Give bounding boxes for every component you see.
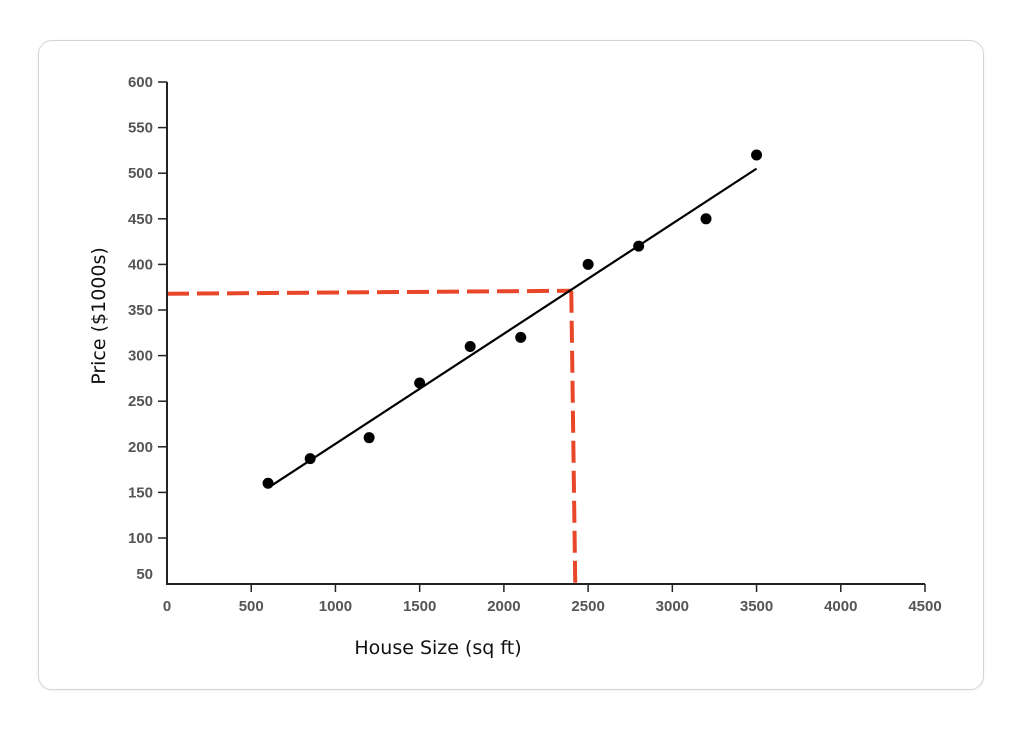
data-point (751, 149, 763, 161)
chart-card (38, 40, 984, 690)
y-axis-title: Price ($1000s) (88, 247, 110, 385)
x-tick-label: 3000 (656, 598, 689, 615)
prediction-horizontal-guide (166, 288, 572, 296)
x-tick-label: 2000 (487, 598, 520, 615)
x-tick-label: 1000 (319, 598, 352, 615)
data-point (582, 258, 594, 270)
trend-line (267, 167, 758, 489)
axes (166, 82, 925, 585)
x-tick-label: 0 (163, 598, 171, 615)
y-tick-label: 250 (128, 393, 153, 410)
x-tick-label: 500 (239, 598, 264, 615)
y-tick-label: 600 (128, 74, 153, 91)
y-tick-label: 200 (128, 439, 153, 456)
y-axis-ticks: 50 100 150 200 250 300 350 400 450 500 550 600 (128, 74, 167, 583)
data-point (700, 213, 712, 225)
data-point (414, 377, 426, 389)
x-axis-ticks: 0 500 1000 1500 2000 2500 3000 3500 4000 4500 (163, 584, 942, 615)
x-tick-label: 4000 (824, 598, 857, 615)
y-tick-label: 150 (128, 484, 153, 501)
prediction-guides (166, 288, 578, 587)
y-tick-label: 300 (128, 348, 153, 365)
trend-line-group (267, 167, 758, 489)
y-tick-label: 550 (128, 120, 153, 137)
data-point (515, 331, 527, 343)
data-point (633, 240, 645, 252)
y-tick-label: 350 (128, 302, 153, 319)
y-tick-label: 50 (136, 566, 153, 583)
x-tick-label: 3500 (740, 598, 773, 615)
prediction-vertical-guide (569, 290, 578, 587)
data-point (363, 432, 375, 444)
y-tick-label: 500 (128, 165, 153, 182)
data-points (262, 149, 763, 489)
x-tick-label: 2500 (571, 598, 604, 615)
y-tick-label: 450 (128, 211, 153, 228)
data-point (464, 340, 476, 352)
x-tick-label: 4500 (908, 598, 941, 615)
data-point (304, 453, 316, 465)
x-tick-label: 1500 (403, 598, 436, 615)
y-tick-label: 400 (128, 256, 153, 273)
y-tick-label: 100 (128, 530, 153, 547)
x-axis-title: House Size (sq ft) (354, 637, 521, 659)
data-point (262, 477, 274, 489)
